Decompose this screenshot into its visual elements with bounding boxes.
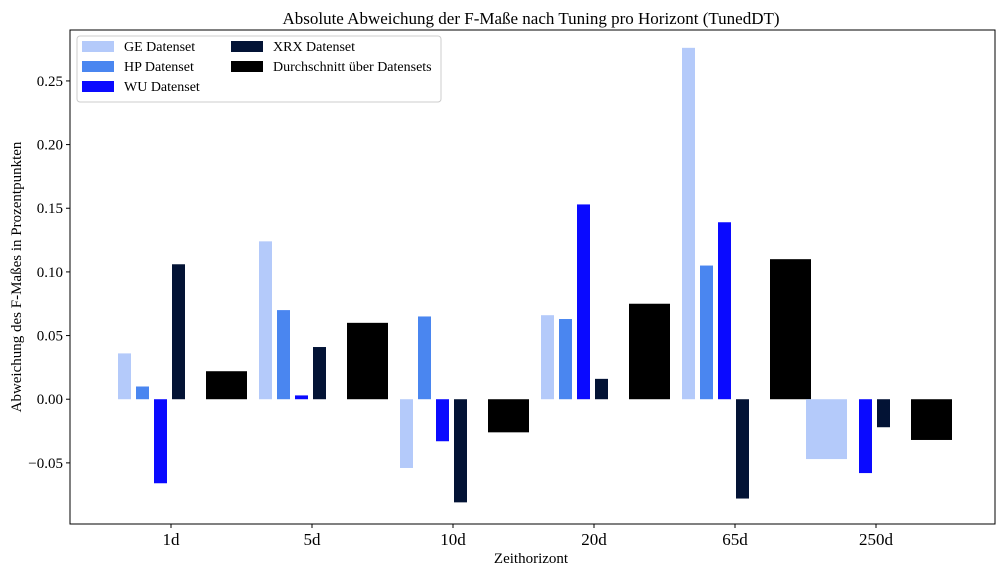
x-tick-label: 10d: [440, 530, 466, 549]
y-tick-label: 0.10: [37, 265, 63, 281]
bar: [877, 399, 890, 428]
bar: [541, 315, 554, 400]
legend-label: Durchschnitt über Datensets: [273, 60, 432, 75]
bar: [118, 353, 131, 400]
bar: [859, 399, 872, 474]
bar: [700, 265, 713, 400]
y-tick-label: 0.05: [37, 329, 63, 345]
bar: [259, 241, 272, 400]
bar: [911, 399, 952, 440]
y-axis-label: Abweichung des F-Maßes in Prozentpunkten: [9, 141, 25, 412]
y-tick-label: −0.05: [28, 456, 63, 472]
legend-swatch: [82, 81, 114, 92]
x-tick-label: 1d: [163, 530, 181, 549]
x-axis-label: Zeithorizont: [494, 551, 569, 567]
x-tick-label: 5d: [304, 530, 322, 549]
bar: [770, 259, 811, 400]
bar: [682, 47, 695, 400]
bar: [806, 399, 847, 460]
bar: [206, 371, 247, 400]
bar: [295, 395, 308, 400]
bar: [400, 399, 413, 468]
bar: [577, 204, 590, 400]
bar: [313, 347, 326, 400]
legend-swatch: [231, 41, 263, 52]
bar: [736, 399, 749, 499]
y-tick-label: 0.20: [37, 138, 63, 154]
bar: [347, 322, 388, 400]
bar: [595, 378, 608, 400]
legend-label: GE Datenset: [124, 40, 195, 55]
bar: [488, 399, 529, 433]
y-tick-label: 0.00: [37, 392, 63, 408]
y-tick-label: 0.15: [37, 201, 63, 217]
x-axis: 1d 5d 10d 20d 65d 250d: [163, 524, 894, 549]
bar: [172, 264, 185, 400]
plot-area: [118, 47, 952, 503]
legend-label: XRX Datenset: [273, 40, 355, 55]
plot-frame: [69, 29, 996, 525]
legend: GE Datenset HP Datenset WU Datenset XRX Dat…: [76, 35, 442, 103]
bar: [277, 310, 290, 400]
x-tick-label: 65d: [722, 530, 748, 549]
chart-title: Absolute Abweichung der F-Maße nach Tuni…: [282, 9, 779, 28]
bar: [154, 399, 167, 484]
x-tick-label: 250d: [859, 530, 894, 549]
bar: [718, 222, 731, 400]
bar: [136, 386, 149, 400]
y-tick-label: 0.25: [37, 74, 63, 90]
bar: [418, 316, 431, 400]
bar: [436, 399, 449, 442]
bar: [559, 319, 572, 400]
legend-swatch: [231, 61, 263, 72]
y-axis: −0.05 0.00 0.05 0.10 0.15 0.20 0.25: [28, 74, 70, 472]
legend-label: HP Datenset: [124, 60, 194, 75]
x-tick-label: 20d: [581, 530, 607, 549]
legend-label: WU Datenset: [124, 80, 200, 95]
bar: [454, 399, 467, 503]
bar: [629, 303, 670, 400]
legend-swatch: [82, 41, 114, 52]
legend-swatch: [82, 61, 114, 72]
